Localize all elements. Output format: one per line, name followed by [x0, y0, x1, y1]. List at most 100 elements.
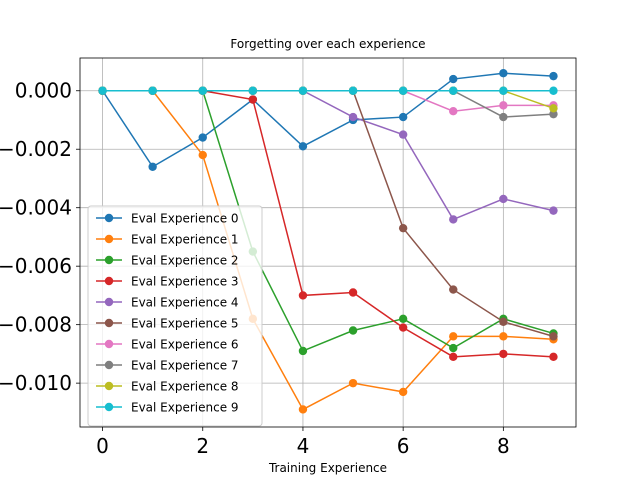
data-point [449, 215, 458, 224]
data-point [449, 343, 458, 353]
legend-swatch-marker [104, 213, 114, 223]
legend-entry: Eval Experience 3 [96, 275, 239, 289]
legend-entry: Eval Experience 4 [96, 296, 239, 310]
data-point [348, 112, 358, 122]
data-point [348, 326, 358, 335]
data-point [198, 133, 207, 142]
data-point [499, 194, 508, 204]
y-tick-label: −0.010 [0, 371, 72, 395]
legend-label: Eval Experience 4 [131, 296, 239, 310]
data-point [549, 352, 558, 362]
data-point [298, 291, 308, 300]
data-point [248, 86, 258, 95]
data-point [248, 95, 258, 104]
data-point [549, 104, 558, 113]
data-point [198, 86, 207, 95]
legend-label: Eval Experience 9 [131, 401, 239, 415]
series-line [102, 89, 554, 109]
legend-entry: Eval Experience 9 [96, 401, 239, 415]
chart-title: Forgetting over each experience [230, 37, 425, 51]
data-point [298, 86, 308, 95]
legend-swatch-marker [104, 255, 114, 265]
data-point [449, 74, 458, 84]
legend-swatch-marker [104, 402, 114, 412]
data-point [198, 150, 207, 160]
x-tick-label: 6 [397, 434, 410, 458]
legend-label: Eval Experience 2 [131, 254, 239, 268]
y-tick-label: 0.000 [15, 79, 72, 103]
series-line [102, 89, 554, 411]
series-layer [98, 69, 558, 414]
legend-label: Eval Experience 0 [131, 212, 239, 226]
data-point [298, 346, 308, 356]
x-tick-label: 4 [297, 434, 310, 458]
y-tick-label: −0.004 [0, 196, 72, 220]
y-tick-label: −0.008 [0, 313, 72, 337]
data-point [549, 109, 558, 119]
data-point [449, 332, 458, 341]
data-point [298, 405, 308, 414]
axis-ticks: 0 2 4 6 8 0.000 −0.002 −0.004 −0.006 −0.008 −0.010 [0, 79, 510, 458]
plot-frame [79, 57, 577, 428]
data-point [148, 162, 157, 171]
data-point [499, 349, 508, 359]
legend-entry: Eval Experience 7 [96, 359, 239, 373]
series-9 [98, 86, 558, 95]
x-axis-label: Training Experience [268, 461, 387, 475]
legend-swatch-marker [104, 234, 114, 244]
data-point [449, 86, 458, 95]
x-tick-label: 8 [497, 434, 510, 458]
legend-entry: Eval Experience 5 [96, 317, 239, 331]
data-point [549, 86, 558, 95]
data-point [549, 71, 558, 81]
data-point [499, 69, 508, 78]
series-line [102, 89, 554, 221]
data-point [549, 332, 558, 341]
y-tick-label: −0.006 [0, 254, 72, 278]
data-point [398, 314, 408, 324]
legend-label: Eval Experience 3 [131, 275, 239, 289]
legend-label: Eval Experience 8 [131, 380, 239, 394]
data-point [499, 317, 508, 326]
data-point [398, 387, 408, 397]
legend-swatch-marker [104, 318, 114, 328]
data-point [499, 112, 508, 122]
legend-swatch-marker [104, 297, 114, 307]
legend-entry: Eval Experience 6 [96, 338, 239, 352]
data-point [499, 86, 508, 95]
data-point [499, 332, 508, 341]
x-tick-label: 2 [196, 434, 209, 458]
legend-box [87, 205, 263, 427]
data-point [148, 86, 157, 95]
data-point [98, 86, 107, 95]
legend-swatch-marker [104, 381, 114, 391]
data-point [449, 107, 458, 116]
legend-swatch-marker [104, 276, 114, 286]
data-point [398, 323, 408, 332]
data-point [398, 112, 408, 122]
data-point [449, 285, 458, 294]
series-line [101, 72, 554, 168]
data-point [499, 101, 508, 110]
legend-entry: Eval Experience 1 [96, 233, 239, 247]
data-point [549, 206, 558, 215]
legend-swatch-marker [104, 339, 114, 349]
data-point [449, 352, 458, 362]
data-point [398, 130, 408, 139]
data-point [298, 142, 308, 151]
data-point [348, 378, 358, 388]
legend: Eval Experience 0 Eval Experience 1 Eval E… [87, 205, 263, 427]
legend-entry: Eval Experience 0 [96, 212, 239, 226]
x-tick-label: 0 [96, 434, 109, 458]
legend-entry: Eval Experience 8 [96, 380, 239, 394]
data-point [348, 288, 358, 297]
data-point [348, 86, 358, 95]
legend-label: Eval Experience 7 [131, 359, 239, 373]
series-0 [98, 69, 558, 171]
data-point [398, 223, 408, 233]
legend-label: Eval Experience 1 [131, 233, 239, 247]
legend-label: Eval Experience 5 [131, 317, 239, 331]
legend-label: Eval Experience 6 [131, 338, 239, 352]
data-point [398, 86, 408, 95]
